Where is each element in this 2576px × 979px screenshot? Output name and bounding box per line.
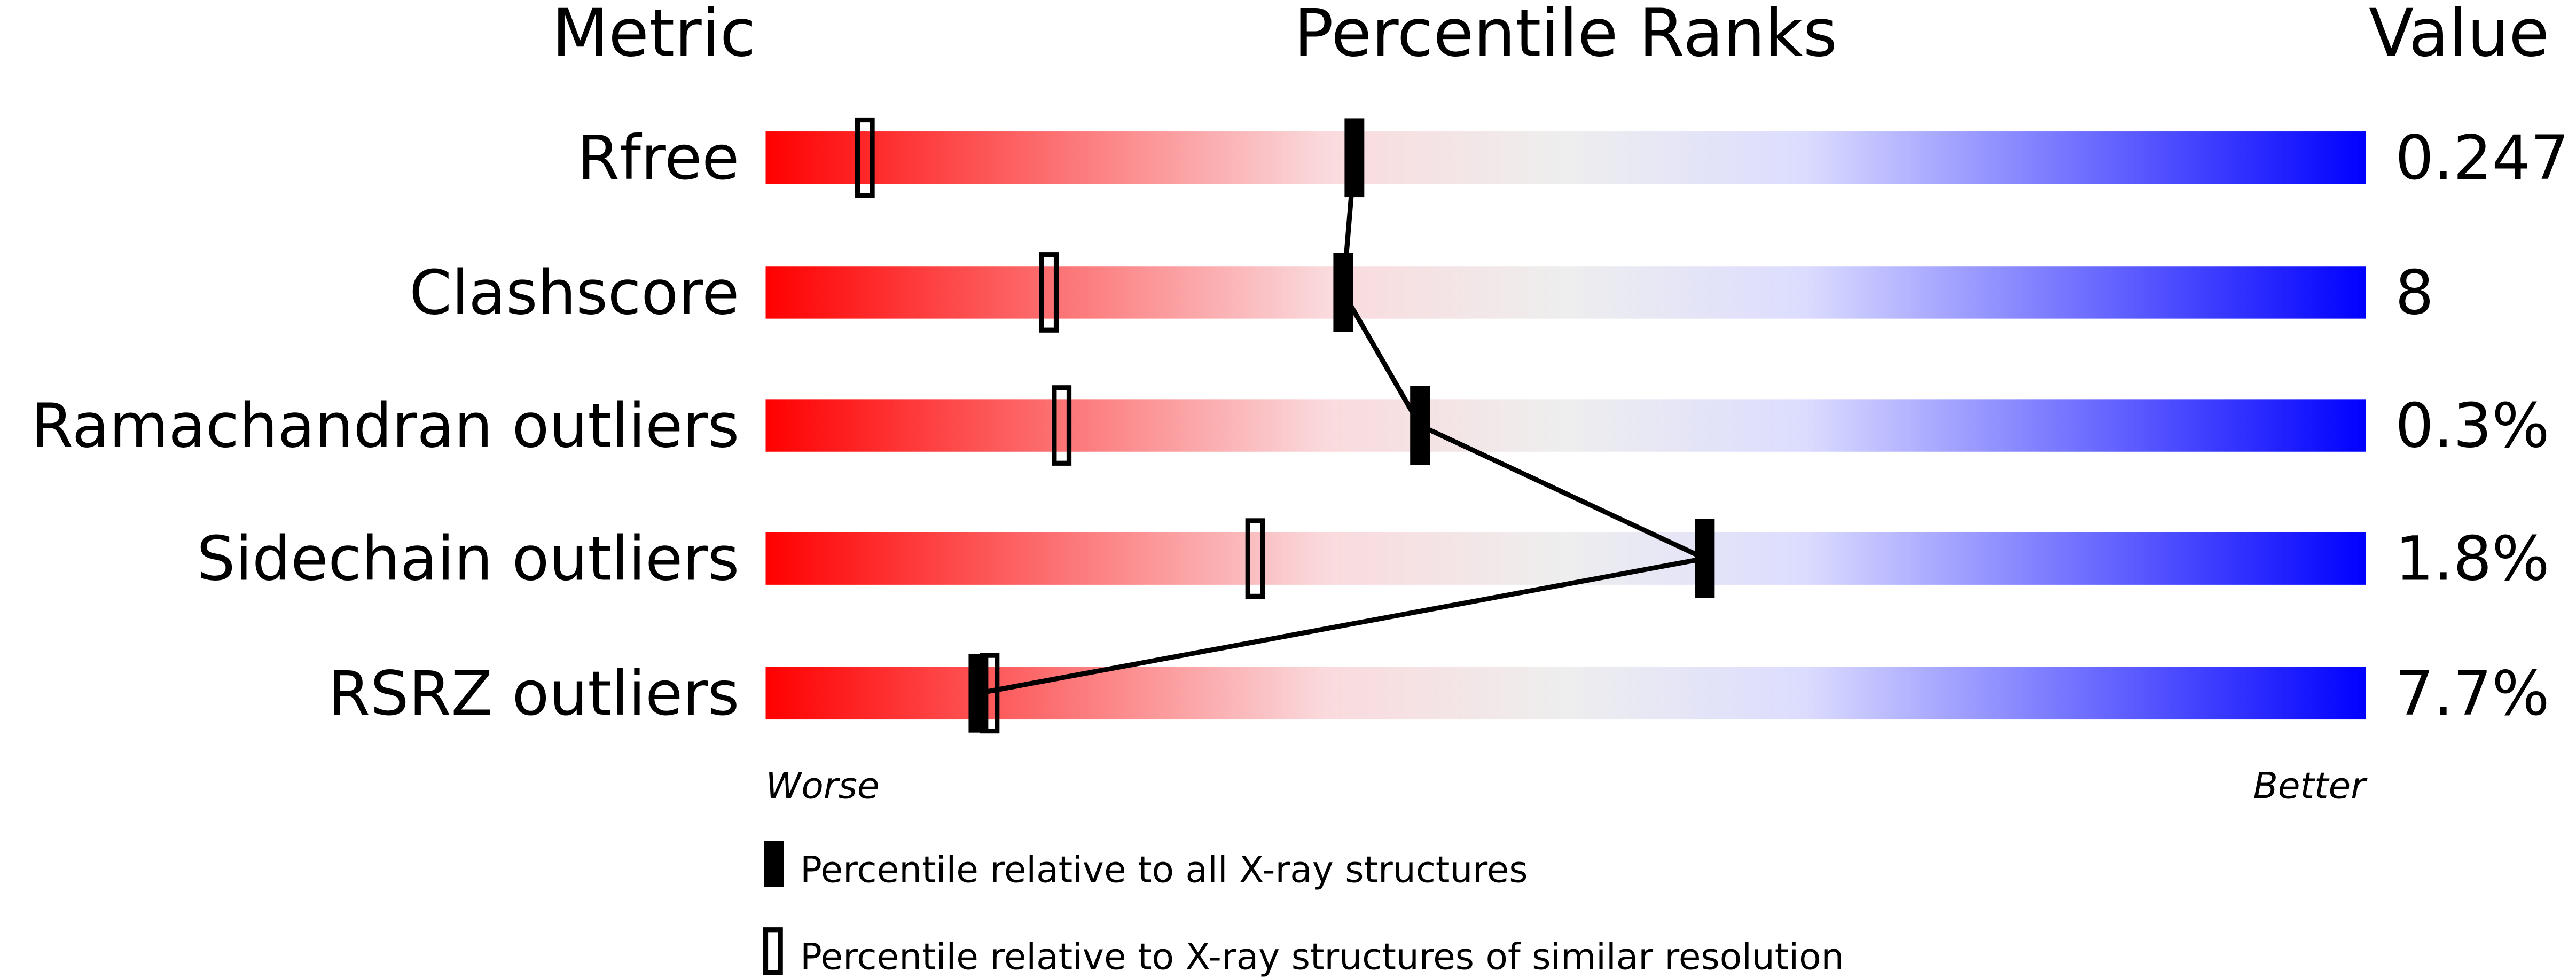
metric-value: 7.7% — [2395, 658, 2549, 729]
legend-similar-label: Percentile relative to X-ray structures … — [800, 936, 1844, 978]
metric-label: Ramachandran outliers — [31, 390, 739, 461]
percentile-bar — [765, 266, 2366, 319]
legend-all-label: Percentile relative to all X-ray structu… — [800, 849, 1528, 891]
all-structures-marker — [1333, 253, 1353, 332]
legend-open-marker — [763, 927, 783, 975]
percentile-header: Percentile Ranks — [1294, 0, 1837, 72]
metric-label: Sidechain outliers — [197, 523, 739, 594]
percentile-bar — [765, 399, 2366, 452]
percentile-bar — [765, 131, 2366, 184]
legend-filled-marker — [764, 841, 784, 887]
percentile-bar — [765, 667, 2366, 720]
all-structures-marker — [1695, 519, 1715, 598]
metric-value: 0.247 — [2395, 122, 2569, 193]
metric-label: RSRZ outliers — [328, 658, 739, 729]
metric-header: Metric — [552, 0, 756, 72]
better-label: Better — [2253, 765, 2368, 807]
percentile-bar — [765, 532, 2366, 585]
similar-resolution-marker — [1052, 385, 1072, 466]
similar-resolution-marker — [1245, 518, 1265, 599]
worse-label: Worse — [765, 765, 879, 807]
similar-resolution-marker — [1039, 252, 1059, 333]
value-header: Value — [2369, 0, 2549, 72]
all-structures-marker — [1344, 118, 1365, 198]
metric-label: Rfree — [577, 122, 739, 193]
metric-value: 8 — [2395, 257, 2433, 328]
similar-resolution-marker — [855, 117, 875, 198]
metric-value: 0.3% — [2395, 390, 2549, 461]
metric-label: Clashscore — [409, 257, 739, 328]
metric-value: 1.8% — [2395, 523, 2549, 594]
all-structures-marker — [968, 654, 989, 733]
all-structures-marker — [1410, 386, 1430, 465]
